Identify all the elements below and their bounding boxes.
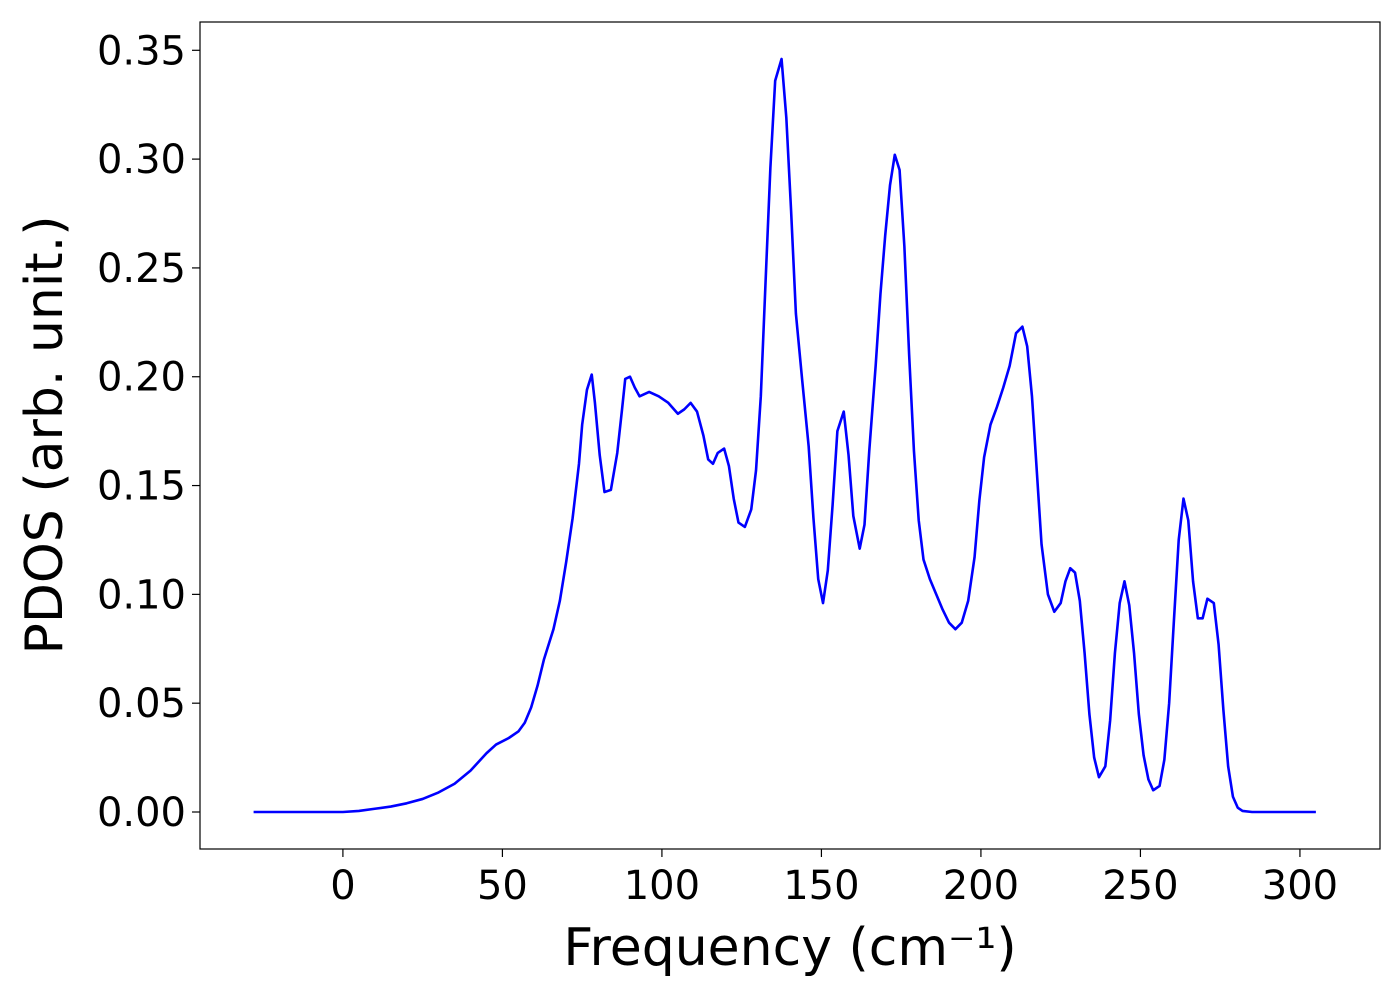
x-tick-label: 150 [783, 863, 859, 909]
x-tick-label: 50 [477, 863, 528, 909]
x-axis-label: Frequency (cm⁻¹) [563, 918, 1016, 978]
x-tick-label: 100 [624, 863, 700, 909]
pdos-line [253, 57, 1316, 814]
x-tick-label: 300 [1262, 863, 1338, 909]
y-tick-label: 0.35 [97, 28, 186, 74]
y-axis-label: PDOS (arb. unit.) [15, 215, 75, 654]
x-tick-label: 0 [330, 863, 355, 909]
y-tick-label: 0.10 [97, 572, 186, 618]
y-tick-label: 0.05 [97, 681, 186, 727]
x-tick-label: 200 [943, 863, 1019, 909]
y-tick-label: 0.00 [97, 790, 186, 836]
y-tick-label: 0.20 [97, 355, 186, 401]
y-tick-label: 0.15 [97, 464, 186, 510]
y-tick-label: 0.30 [97, 137, 186, 183]
x-tick-label: 250 [1102, 863, 1178, 909]
plot-frame [199, 21, 1381, 850]
y-tick-label: 0.25 [97, 246, 186, 292]
